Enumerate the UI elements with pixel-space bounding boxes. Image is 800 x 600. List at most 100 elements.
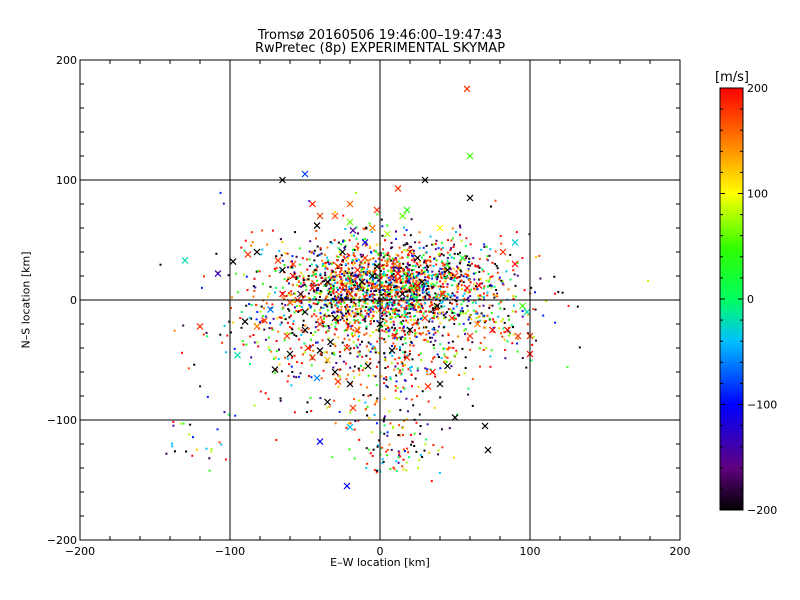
data-point (430, 283, 433, 286)
data-point (422, 339, 425, 342)
data-point (398, 371, 401, 374)
data-point (355, 308, 358, 310)
data-point (337, 374, 340, 377)
data-point (433, 311, 436, 314)
data-point (364, 320, 367, 323)
data-point (459, 312, 462, 315)
data-point (372, 269, 375, 272)
data-point (264, 392, 267, 395)
data-point (429, 235, 432, 238)
data-point (292, 375, 295, 378)
data-point (337, 296, 340, 299)
data-point (386, 264, 389, 267)
data-point (361, 275, 364, 278)
data-point (461, 347, 464, 350)
data-point (319, 312, 322, 315)
data-point (431, 286, 434, 289)
data-point (392, 342, 395, 345)
data-point (503, 331, 506, 334)
data-point (399, 455, 402, 458)
data-point (396, 281, 399, 284)
data-point (440, 293, 443, 296)
data-point (433, 317, 436, 319)
data-point (482, 349, 485, 351)
data-point (461, 307, 464, 310)
data-point (256, 269, 259, 272)
data-point (404, 364, 407, 366)
y-tick-label: 0 (70, 294, 77, 307)
data-point (305, 288, 308, 291)
data-point (327, 292, 330, 295)
x-marker (436, 380, 444, 388)
data-point (398, 357, 401, 360)
data-point (424, 443, 427, 446)
x-marker (439, 290, 447, 298)
data-point (442, 264, 445, 267)
data-point (437, 453, 440, 456)
data-point (303, 283, 306, 286)
data-point (394, 281, 397, 284)
data-point (474, 312, 477, 315)
data-point (446, 295, 449, 298)
data-point (426, 276, 429, 279)
data-point (383, 432, 386, 435)
data-point (464, 356, 467, 359)
data-point (411, 272, 413, 275)
data-point (253, 277, 256, 280)
data-point (382, 266, 385, 269)
data-point (383, 424, 386, 427)
data-point (363, 228, 366, 231)
data-point (502, 283, 505, 286)
data-point (350, 287, 353, 290)
data-point (339, 318, 342, 321)
data-point (242, 343, 245, 346)
data-point (353, 376, 356, 379)
data-point (431, 303, 434, 306)
data-point (352, 254, 355, 256)
data-point (409, 318, 412, 321)
data-point (403, 338, 406, 341)
data-point (395, 285, 398, 288)
data-point (312, 302, 315, 305)
data-point (387, 260, 390, 263)
data-point (298, 338, 301, 341)
data-point (268, 349, 271, 352)
data-point (409, 344, 412, 347)
data-point (391, 316, 394, 319)
data-point (466, 291, 469, 294)
data-point (309, 397, 312, 399)
data-point (399, 409, 402, 412)
data-point (260, 253, 263, 256)
data-point (446, 356, 449, 359)
x-marker (304, 344, 312, 352)
data-point (340, 243, 343, 246)
data-point (469, 322, 472, 325)
data-point (416, 293, 419, 296)
data-point (268, 327, 271, 330)
data-point (375, 401, 377, 404)
data-point (321, 339, 324, 342)
data-point (460, 279, 463, 282)
data-point (395, 313, 398, 316)
data-point (375, 243, 378, 246)
data-point (353, 365, 356, 368)
data-point (412, 252, 415, 255)
data-point (358, 273, 361, 276)
data-point (342, 286, 344, 289)
data-point (338, 375, 341, 378)
data-point (332, 310, 335, 313)
data-point (443, 347, 446, 350)
data-point (315, 287, 318, 290)
data-point (275, 340, 278, 342)
data-point (395, 230, 397, 233)
data-point (406, 262, 409, 265)
data-point (290, 314, 292, 317)
data-point (442, 347, 445, 350)
data-point (365, 325, 368, 328)
data-point (443, 272, 446, 275)
data-point (347, 257, 349, 259)
data-point (423, 282, 426, 285)
data-point (376, 301, 379, 304)
data-point (351, 287, 354, 290)
x-marker (391, 332, 399, 340)
